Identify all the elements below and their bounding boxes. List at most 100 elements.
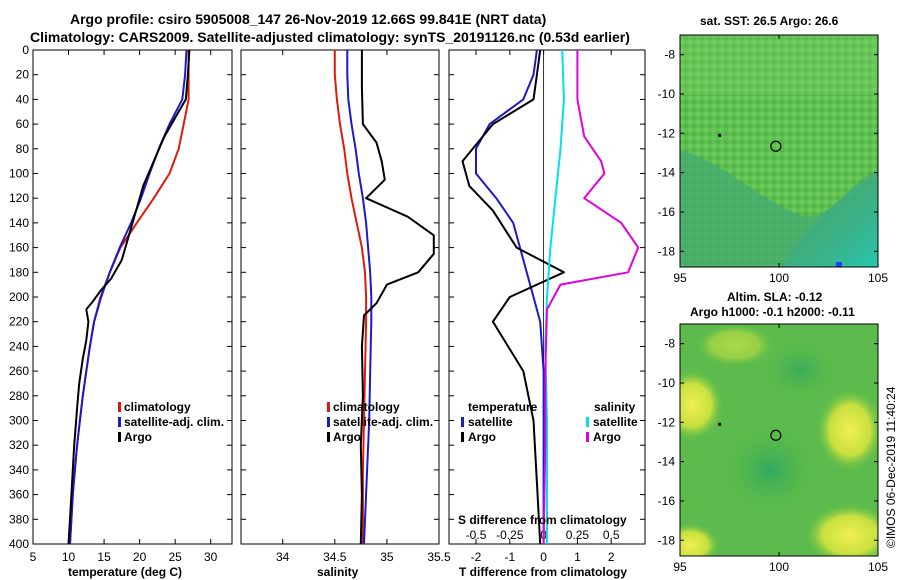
sla-low-center [720, 425, 820, 515]
salinity-difference-ticks: -0.5 -0.25 0 0.25 0.5 [466, 528, 620, 542]
sla-low-north [760, 340, 840, 400]
lat-tick-label: -16 [658, 205, 676, 219]
sst-previous-marker [718, 133, 722, 137]
lat-tick-label: -10 [658, 376, 676, 390]
temperature-x-axis: 5 10 15 20 25 30 [30, 50, 218, 564]
legend-satellite: satellite-adj. clim. [333, 415, 433, 429]
series-line-temperature-satellite [475, 49, 545, 544]
salinity-lines [333, 50, 435, 545]
header-line1: Argo profile: csiro 5905008_147 26-Nov-2… [70, 11, 546, 27]
depth-tick-label: 60 [16, 117, 30, 131]
sst-map-panel: sat. SST: 26.5 Argo: 26.6 -8 -10 -12 -14 -16… [658, 14, 889, 285]
depth-tick-label: 20 [16, 68, 30, 82]
series-line-satellite-adj-clim- [69, 49, 188, 545]
difference-depth-ticks [449, 49, 645, 545]
legend-s-satellite: satellite [593, 415, 638, 429]
difference-legend: temperature satellite Argo salinity sate… [461, 400, 638, 444]
legend-salinity-title: salinity [594, 400, 636, 414]
lon-tick-label: 105 [868, 271, 888, 285]
top-tick-label: 0.25 [566, 528, 590, 542]
sla-map-title: Altim. SLA: -0.12 [727, 290, 823, 304]
lat-tick-label: -16 [658, 494, 676, 508]
sst-map-field [680, 35, 878, 267]
depth-tick-label: 160 [9, 241, 29, 255]
top-tick-label: 0.5 [603, 528, 620, 542]
lon-tick-label: 100 [769, 560, 789, 574]
legend-swatch-t-satellite [461, 417, 464, 427]
salinity-depth-ticks [241, 49, 439, 545]
legend-satellite: satellite-adj. clim. [124, 415, 224, 429]
lon-tick-label: 95 [673, 271, 687, 285]
legend-t-satellite: satellite [468, 415, 513, 429]
x-tick-label: 34.5 [323, 550, 347, 564]
sst-field-north [680, 35, 878, 95]
x-tick-label: 34 [276, 550, 290, 564]
legend-swatch-s-satellite [586, 417, 589, 427]
legend-swatch-t-argo [461, 432, 464, 442]
x-tick-label: 30 [204, 550, 218, 564]
lon-tick-label: 105 [868, 560, 888, 574]
temperature-legend: climatology satellite-adj. clim. Argo [118, 400, 224, 444]
lon-tick-label: 95 [673, 560, 687, 574]
depth-tick-label: 240 [9, 339, 29, 353]
legend-swatch-satellite [118, 417, 121, 427]
series-line-satellite-adj-clim- [346, 50, 373, 545]
legend-argo: Argo [333, 430, 361, 444]
sst-lon-axis: 95 100 105 [673, 35, 888, 285]
sla-map-subtitle: Argo h1000: -0.1 h2000: -0.11 [690, 305, 855, 319]
sla-map-field [680, 324, 878, 556]
difference-lines [461, 49, 640, 545]
temperature-xlabel: temperature (deg C) [68, 565, 182, 579]
sla-lon-axis: 95 100 105 [673, 324, 888, 574]
x-tick-label: 35 [380, 550, 394, 564]
sla-anomaly-north [695, 324, 775, 367]
depth-tick-label: 180 [9, 265, 29, 279]
depth-tick-label: 140 [9, 216, 29, 230]
lat-tick-label: -18 [658, 244, 676, 258]
top-tick-label: -0.25 [496, 528, 524, 542]
sla-anomaly-southwest [680, 523, 720, 556]
legend-swatch-argo [118, 432, 121, 442]
sla-anomaly-southeast [804, 503, 878, 556]
x-tick-label: 10 [62, 550, 76, 564]
lat-tick-label: -8 [664, 48, 675, 62]
sst-argo-marker [770, 140, 782, 152]
depth-tick-label: 0 [22, 43, 29, 57]
depth-tick-label: 340 [9, 463, 29, 477]
depth-tick-label: 280 [9, 389, 29, 403]
series-line-temperature-argo [461, 49, 565, 545]
temperature-lines [67, 49, 191, 545]
watermark: ©IMOS 06-Dec-2019 11:40:24 [884, 386, 898, 548]
x-tick-label: 35.5 [427, 550, 451, 564]
depth-tick-label: 300 [9, 414, 29, 428]
depth-tick-label: 360 [9, 488, 29, 502]
lat-tick-label: -14 [658, 166, 676, 180]
series-line-salinity-argo [542, 50, 640, 545]
depth-axis: 0 20 40 60 80 100 120 140 160 180 200 220 240 260 280 3… [9, 43, 232, 551]
legend-swatch-climatology [118, 402, 121, 412]
top-tick-label: -0.5 [466, 528, 487, 542]
sla-map-panel: Altim. SLA: -0.12 Argo h1000: -0.1 h2000… [658, 290, 889, 574]
sst-field-southeast [780, 175, 878, 267]
salinity-x-axis: 34 34.5 35 35.5 [276, 50, 451, 564]
salinity-panel: 34 34.5 35 35.5 salinity climatology satell… [240, 49, 451, 579]
series-line-argo [359, 50, 435, 545]
depth-tick-label: 400 [9, 537, 29, 551]
legend-temperature-title: temperature [468, 400, 538, 414]
x-tick-label: 20 [133, 550, 147, 564]
sst-map-title: sat. SST: 26.5 Argo: 26.6 [700, 14, 839, 28]
sst-lat-axis: -8 -10 -12 -14 -16 -18 [658, 48, 878, 258]
legend-climatology: climatology [124, 400, 191, 414]
x-tick-label: 0 [540, 550, 547, 564]
x-tick-label: 2 [608, 550, 615, 564]
sla-previous-marker [718, 422, 722, 426]
legend-swatch-argo [327, 432, 330, 442]
x-tick-label: 1 [574, 550, 581, 564]
depth-tick-label: 260 [9, 364, 29, 378]
depth-tick-label: 380 [9, 512, 29, 526]
x-tick-label: 25 [168, 550, 182, 564]
legend-swatch-climatology [327, 402, 330, 412]
lat-tick-label: -8 [664, 337, 675, 351]
legend-swatch-satellite [327, 417, 330, 427]
